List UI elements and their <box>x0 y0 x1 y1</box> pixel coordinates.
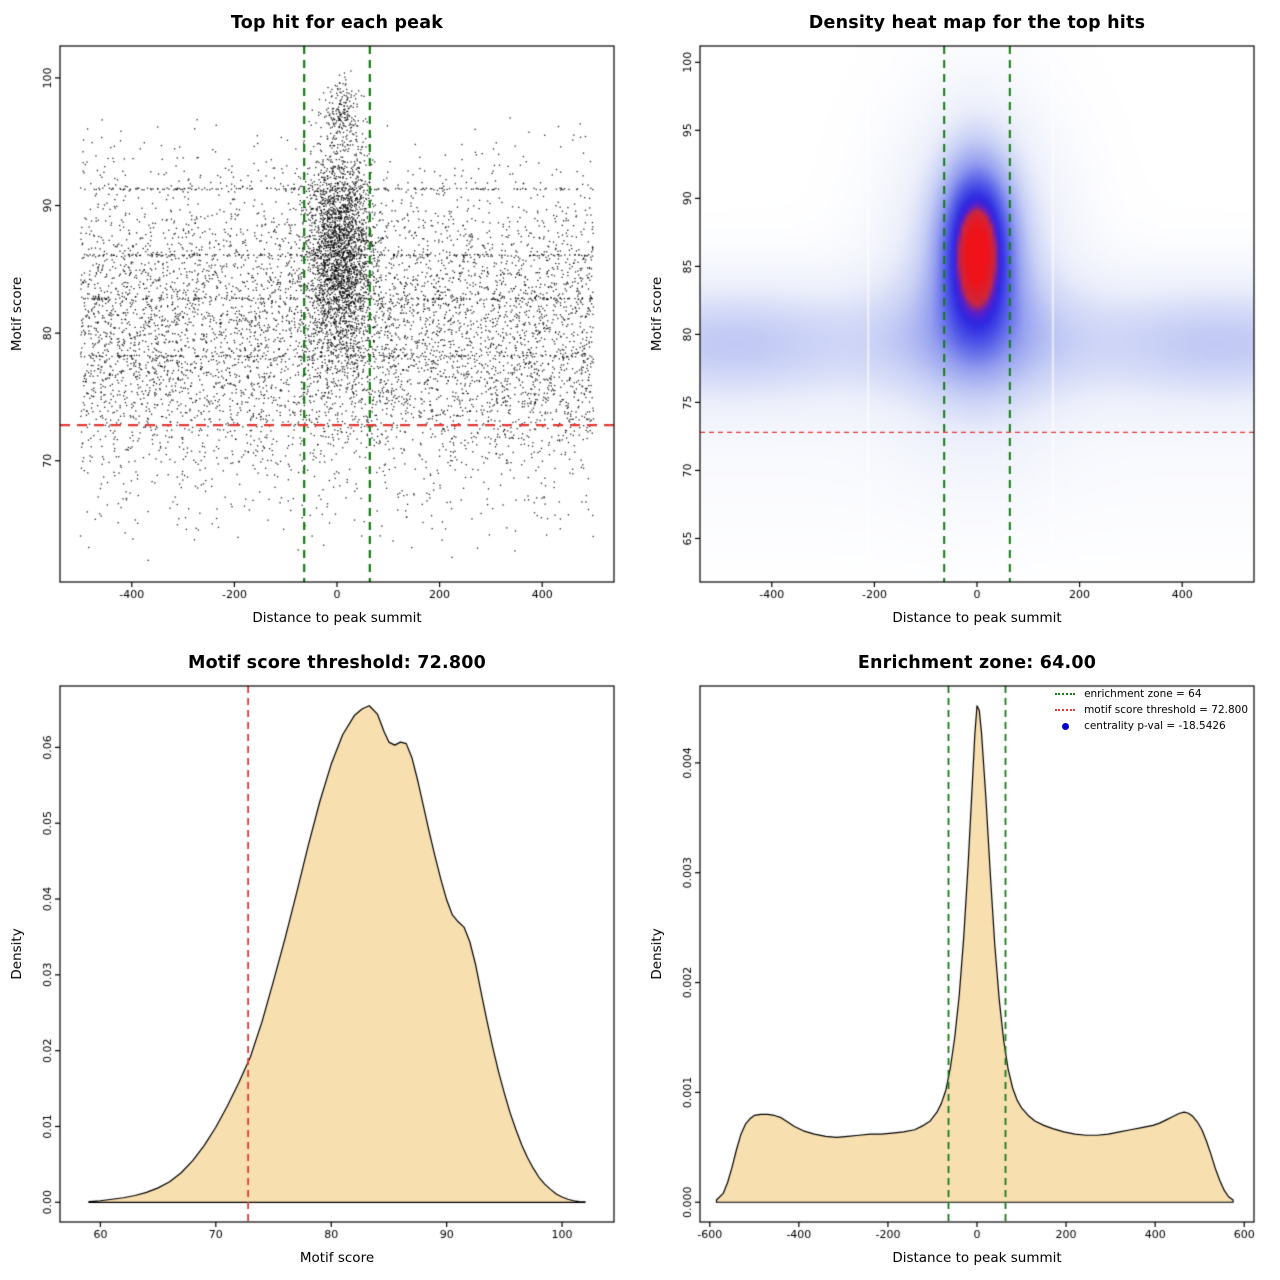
distance-density-xlabel: Distance to peak summit <box>892 1250 1062 1266</box>
heatmap-canvas <box>640 0 1280 640</box>
panel-top-hit-scatter: Top hit for each peak Distance to peak s… <box>0 0 640 640</box>
legend-label: centrality p-val = -18.5426 <box>1084 720 1226 732</box>
scatter-canvas <box>0 0 640 640</box>
legend-item-score-threshold: motif score threshold = 72.800 <box>1054 704 1248 716</box>
distance-density-canvas <box>640 640 1280 1280</box>
legend-label: enrichment zone = 64 <box>1084 688 1202 700</box>
heatmap-xlabel: Distance to peak summit <box>892 610 1062 626</box>
panel-density-heatmap: Density heat map for the top hits Distan… <box>640 0 1280 640</box>
score-density-xlabel: Motif score <box>299 1250 375 1266</box>
heatmap-title: Density heat map for the top hits <box>808 13 1146 33</box>
scatter-title: Top hit for each peak <box>230 13 444 33</box>
score-density-title: Motif score threshold: 72.800 <box>187 653 487 673</box>
legend-item-enrichment-zone: enrichment zone = 64 <box>1054 688 1202 700</box>
legend-item-centrality-pval: centrality p-val = -18.5426 <box>1054 720 1226 732</box>
legend-label: motif score threshold = 72.800 <box>1084 704 1248 716</box>
distance-density-title: Enrichment zone: 64.00 <box>857 653 1097 673</box>
plot-legend: enrichment zone = 64 motif score thresho… <box>1054 688 1248 732</box>
panel-score-density: Motif score threshold: 72.800 Motif scor… <box>0 640 640 1280</box>
dotted-line-icon <box>1054 693 1076 695</box>
distance-density-ylabel: Density <box>649 928 665 980</box>
scatter-xlabel: Distance to peak summit <box>252 610 422 626</box>
panel-distance-density: Enrichment zone: 64.00 Distance to peak … <box>640 640 1280 1280</box>
point-marker-icon <box>1054 722 1076 730</box>
dotted-line-icon <box>1054 709 1076 711</box>
score-density-canvas <box>0 640 640 1280</box>
score-density-ylabel: Density <box>9 928 25 980</box>
scatter-ylabel: Motif score <box>9 276 25 352</box>
heatmap-ylabel: Motif score <box>649 276 665 352</box>
